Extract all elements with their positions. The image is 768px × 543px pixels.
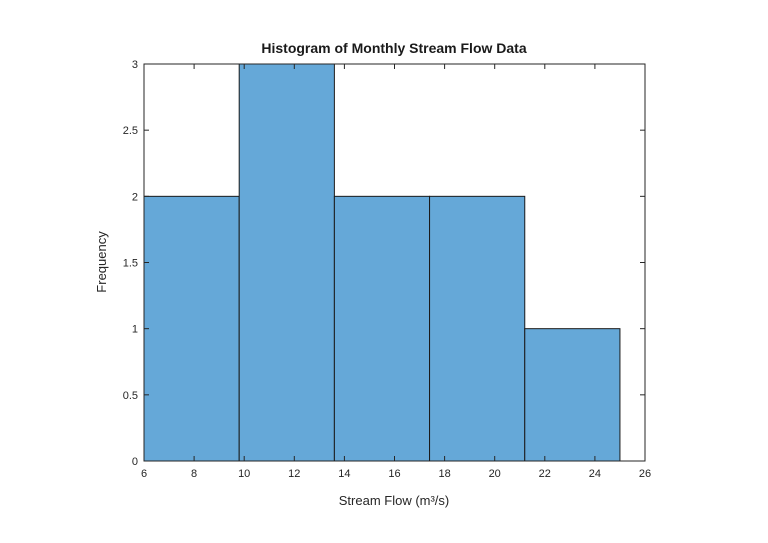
histogram-bar-2	[238, 63, 335, 462]
histogram-bar-5	[524, 328, 621, 462]
x-tick-label-6: 18	[438, 468, 450, 480]
bars-group	[143, 63, 621, 462]
x-tick-label-8: 22	[539, 468, 551, 480]
ticks-group: 6 8 10 12 14 16 18 20 22 24 26 0 0.5 1 1.5 2 2.5 3	[123, 59, 651, 480]
y-tick-label-6: 3	[132, 59, 138, 71]
y-axis-label: Frequency	[94, 231, 109, 293]
x-tick-label-3: 12	[288, 468, 300, 480]
x-tick-label-9: 24	[589, 468, 601, 480]
x-tick-label-0: 6	[141, 468, 147, 480]
y-tick-label-2: 1	[132, 324, 138, 336]
x-tick-label-10: 26	[639, 468, 651, 480]
x-tick-label-7: 20	[489, 468, 501, 480]
y-tick-label-3: 1.5	[123, 258, 138, 270]
x-tick-label-2: 10	[238, 468, 250, 480]
histogram-bar-3	[333, 195, 431, 462]
histogram-bar-1	[143, 195, 240, 462]
x-tick-label-4: 14	[338, 468, 350, 480]
x-axis-label: Stream Flow (m³/s)	[339, 493, 450, 508]
y-tick-label-1: 0.5	[123, 390, 138, 402]
y-tick-label-4: 2	[132, 191, 138, 203]
y-tick-label-0: 0	[132, 456, 138, 468]
y-tick-label-5: 2.5	[123, 125, 138, 137]
histogram-bar-4	[429, 195, 526, 462]
chart-title: Histogram of Monthly Stream Flow Data	[261, 40, 526, 56]
x-tick-label-1: 8	[191, 468, 197, 480]
x-tick-label-5: 16	[388, 468, 400, 480]
